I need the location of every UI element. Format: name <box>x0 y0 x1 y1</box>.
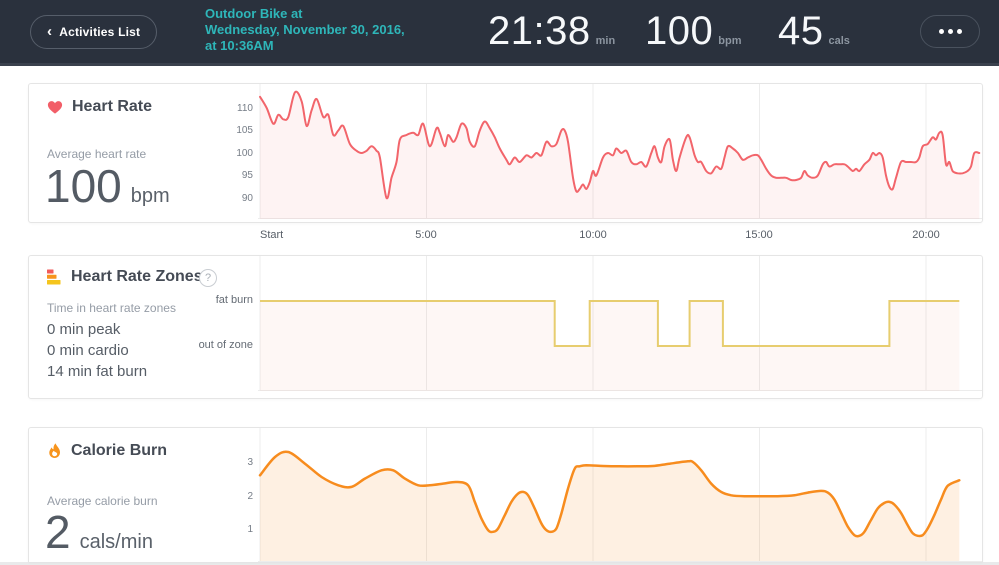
heart-rate-zones-chart[interactable] <box>258 256 982 391</box>
heart-rate-chart[interactable] <box>258 84 982 219</box>
calorie-y-axis: 3 2 1 <box>149 428 253 562</box>
back-button-label: Activities List <box>59 25 141 39</box>
x-tick-15min: 15:00 <box>745 229 773 241</box>
activity-title-line-3: at 10:36AM <box>205 38 274 53</box>
zones-stat-label: Time in heart rate zones <box>47 301 176 315</box>
overflow-menu-button[interactable] <box>920 15 980 48</box>
cardio-minutes: 0 min cardio <box>47 342 129 359</box>
chevron-left-icon: ‹ <box>47 22 53 40</box>
y-tick: 95 <box>241 170 253 181</box>
calorie-title-row: Calorie Burn <box>47 442 167 460</box>
avg-heart-rate-value: 100 <box>645 9 714 53</box>
ellipsis-icon <box>947 29 953 34</box>
peak-minutes: 0 min peak <box>47 321 121 338</box>
avg-heart-rate-unit: bpm <box>718 35 742 47</box>
activity-title-line-1: Outdoor Bike at <box>205 6 303 21</box>
activity-title-line-2: Wednesday, November 30, 2016, <box>205 22 405 37</box>
calories-value: 45 <box>778 9 824 53</box>
zones-y-axis: fat burn out of zone <box>149 256 253 398</box>
zones-title-row: Heart Rate Zones <box>47 268 203 286</box>
fat-burn-minutes: 14 min fat burn <box>47 363 148 380</box>
y-tick: 1 <box>247 524 253 535</box>
duration-unit: min <box>595 35 616 47</box>
avg-calorie-label: Average calorie burn <box>47 494 158 508</box>
avg-heart-rate-big-stat: 100 bpm <box>45 159 170 213</box>
duration-value: 21:38 <box>488 9 591 53</box>
y-tick: 3 <box>247 457 253 468</box>
flame-icon <box>49 443 60 458</box>
y-tick: 90 <box>241 193 253 204</box>
y-tick: 2 <box>247 491 253 502</box>
calorie-card-title: Calorie Burn <box>71 442 168 459</box>
avg-calorie-big-stat: 2 cals/min <box>45 505 153 559</box>
heart-rate-card: Heart Rate Average heart rate 100 bpm 11… <box>28 83 983 223</box>
zones-help-button[interactable]: ? <box>199 269 217 287</box>
heart-rate-y-axis: 110 105 100 95 90 <box>149 84 253 222</box>
zones-card-title: Heart Rate Zones <box>71 268 203 285</box>
calories-unit: cals <box>828 35 850 47</box>
x-tick-10min: 10:00 <box>579 229 607 241</box>
ellipsis-icon <box>938 29 944 34</box>
calorie-burn-card: Calorie Burn Average calorie burn 2 cals… <box>28 427 983 562</box>
header: ‹ Activities List Outdoor Bike at Wednes… <box>0 0 999 66</box>
y-tick: 100 <box>236 148 253 159</box>
ellipsis-icon <box>956 29 962 34</box>
avg-calorie-big-unit: cals/min <box>79 531 153 553</box>
fat-burn-axis-label: fat burn <box>215 294 253 306</box>
avg-heart-rate-big-unit: bpm <box>130 185 170 207</box>
calorie-burn-chart[interactable] <box>258 428 982 562</box>
heart-rate-title-row: Heart Rate <box>47 98 152 116</box>
calories-stat: 45 cals <box>778 9 850 54</box>
heart-rate-card-title: Heart Rate <box>72 98 153 115</box>
avg-calorie-big-value: 2 <box>45 506 71 558</box>
x-tick-5min: 5:00 <box>415 229 437 241</box>
duration-stat: 21:38 min <box>488 9 615 54</box>
heart-icon <box>47 100 63 114</box>
x-tick-start: Start <box>260 229 284 241</box>
activity-title: Outdoor Bike at Wednesday, November 30, … <box>205 6 405 54</box>
x-tick-20min: 20:00 <box>912 229 940 241</box>
y-tick: 110 <box>237 103 253 114</box>
avg-heart-rate-stat: 100 bpm <box>645 9 741 54</box>
avg-heart-rate-label: Average heart rate <box>47 147 147 161</box>
avg-heart-rate-big-value: 100 <box>45 160 122 212</box>
zones-bars-icon <box>47 269 61 285</box>
y-tick: 105 <box>236 125 253 136</box>
time-axis: Start 5:00 10:00 15:00 20:00 <box>258 229 982 245</box>
out-of-zone-axis-label: out of zone <box>198 339 253 351</box>
zone-time-stats: 0 min peak 0 min cardio 14 min fat burn <box>47 319 147 382</box>
activities-list-back-button[interactable]: ‹ Activities List <box>30 15 158 49</box>
heart-rate-zones-card: Heart Rate Zones ? Time in heart rate zo… <box>28 255 983 399</box>
